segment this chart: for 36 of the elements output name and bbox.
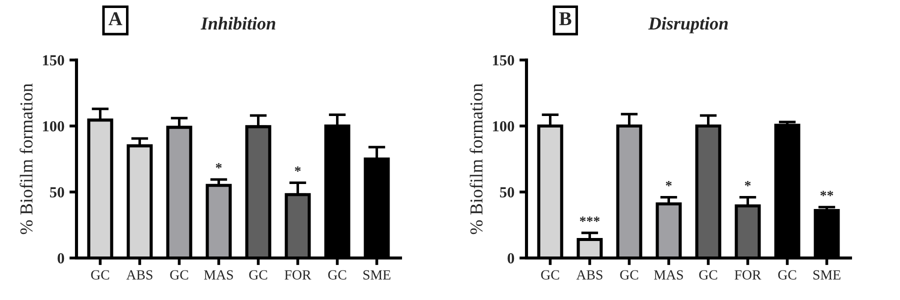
- x-tick-label: GC: [699, 270, 718, 280]
- x-tick-label: GC: [620, 270, 638, 280]
- y-tick-label: 50: [500, 187, 514, 198]
- annotation: *: [744, 180, 751, 186]
- x-tick-label: ABS: [576, 270, 602, 280]
- y-tick-label: 150: [493, 55, 514, 66]
- x-tick-label: GC: [541, 270, 560, 280]
- y-tick-label: 0: [508, 253, 514, 264]
- x-tick-label: FOR: [734, 270, 762, 280]
- text: A: [108, 12, 122, 26]
- y-tick-label: 100: [493, 121, 514, 132]
- y-tick-label: 0: [58, 253, 64, 264]
- x-tick-label: FOR: [284, 270, 312, 280]
- y-tick-label: 100: [43, 121, 64, 132]
- annotation: *: [666, 180, 672, 186]
- x-tick-label: GC: [778, 270, 796, 280]
- annotation: **: [820, 190, 834, 196]
- y-tick-label: 50: [50, 187, 64, 198]
- chart-title: Disruption: [648, 16, 728, 34]
- x-tick-label: MAS: [654, 270, 683, 280]
- chart-title: Inhibition: [200, 16, 276, 30]
- annotation: *: [216, 163, 222, 168]
- text: B: [559, 12, 572, 26]
- x-tick-label: MAS: [204, 270, 233, 280]
- annotation: *: [294, 166, 301, 172]
- x-tick-label: SME: [363, 270, 390, 280]
- y-axis-title: % Biofilm formation: [470, 84, 483, 234]
- y-tick-label: 150: [43, 55, 64, 66]
- annotation: ***: [580, 216, 600, 222]
- y-axis-title: % Biofilm formation: [20, 84, 33, 234]
- x-tick-label: ABS: [126, 270, 152, 280]
- x-tick-label: GC: [328, 270, 346, 280]
- x-tick-label: GC: [91, 270, 110, 280]
- x-tick-label: GC: [249, 270, 268, 280]
- x-tick-label: GC: [170, 270, 188, 280]
- x-tick-label: SME: [813, 270, 840, 280]
